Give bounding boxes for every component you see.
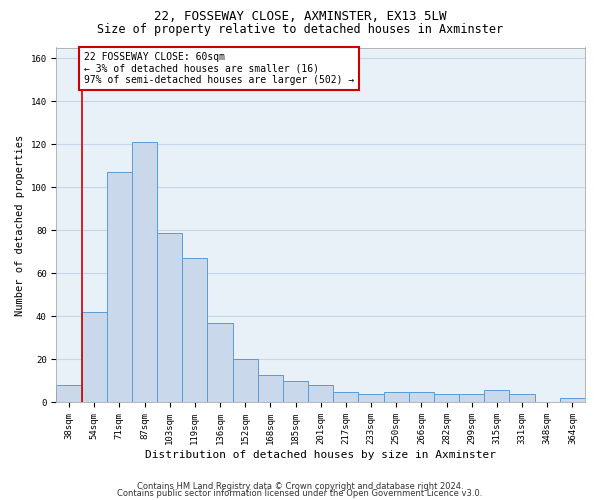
- Y-axis label: Number of detached properties: Number of detached properties: [15, 134, 25, 316]
- Bar: [383, 392, 409, 402]
- Bar: [233, 360, 258, 403]
- Bar: [258, 374, 283, 402]
- Bar: [182, 258, 208, 402]
- Bar: [82, 312, 107, 402]
- Bar: [157, 232, 182, 402]
- Bar: [560, 398, 585, 402]
- Text: Contains public sector information licensed under the Open Government Licence v3: Contains public sector information licen…: [118, 490, 482, 498]
- Bar: [434, 394, 459, 402]
- Bar: [358, 394, 383, 402]
- Text: Contains HM Land Registry data © Crown copyright and database right 2024.: Contains HM Land Registry data © Crown c…: [137, 482, 463, 491]
- Bar: [459, 394, 484, 402]
- Bar: [107, 172, 132, 402]
- Bar: [308, 386, 333, 402]
- Text: 22 FOSSEWAY CLOSE: 60sqm
← 3% of detached houses are smaller (16)
97% of semi-de: 22 FOSSEWAY CLOSE: 60sqm ← 3% of detache…: [84, 52, 355, 85]
- Bar: [208, 323, 233, 402]
- Bar: [132, 142, 157, 403]
- Text: Size of property relative to detached houses in Axminster: Size of property relative to detached ho…: [97, 22, 503, 36]
- X-axis label: Distribution of detached houses by size in Axminster: Distribution of detached houses by size …: [145, 450, 496, 460]
- Bar: [333, 392, 358, 402]
- Text: 22, FOSSEWAY CLOSE, AXMINSTER, EX13 5LW: 22, FOSSEWAY CLOSE, AXMINSTER, EX13 5LW: [154, 10, 446, 23]
- Bar: [56, 386, 82, 402]
- Bar: [283, 381, 308, 402]
- Bar: [409, 392, 434, 402]
- Bar: [509, 394, 535, 402]
- Bar: [484, 390, 509, 402]
